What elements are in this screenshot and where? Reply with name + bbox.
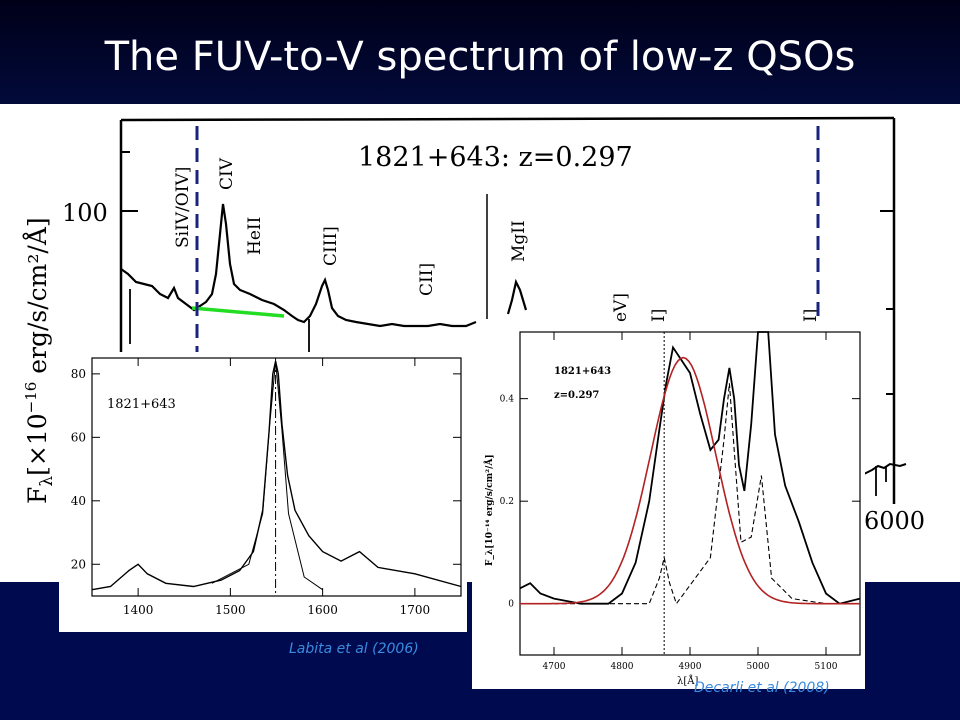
civ-ytick-label: 20 [71, 557, 86, 571]
hbeta-xtick-label: 4700 [543, 662, 566, 672]
hbeta-xtick-label: 5000 [747, 662, 770, 672]
civ-xtick-label: 1400 [123, 603, 154, 617]
civ-xtick-label: 1600 [307, 603, 338, 617]
hbeta-ytick-label: 0.2 [500, 497, 514, 507]
hbeta-object-label: 1821+643 [554, 366, 611, 377]
civ-xtick-label: 1500 [215, 603, 246, 617]
civ-ytick-label: 60 [71, 430, 86, 444]
hbeta-gaussian-fit-line [520, 356, 860, 605]
line-label-i-1: I] [649, 309, 669, 322]
hbeta-xtick-label: 4900 [679, 662, 702, 672]
main-spectrum-chart: 100 6000 Fλ[×10−16 erg/s/cm²/Å] 1821+643… [22, 116, 925, 582]
hbeta-y-axis-label: F_λ[10⁻¹⁴ erg/s/cm²/Å] [483, 454, 495, 566]
main-chart-title: 1821+643: z=0.297 [358, 142, 633, 173]
line-label-i-2: I] [801, 309, 821, 322]
hbeta-inset-chart: 4700 4800 4900 5000 5100 0 0.2 0.4 1821+643 z=0… [483, 331, 861, 687]
line-label-siiv: SiIV/OIV] [173, 167, 193, 248]
hbeta-x-axis-label: λ[Å] [677, 675, 698, 687]
hbeta-residual-line [554, 383, 827, 605]
line-label-ciii: CIII] [321, 226, 341, 266]
civ-model-line [211, 361, 323, 591]
slide-title: The FUV-to-V spectrum of low-z QSOs [104, 34, 856, 80]
title-bar: The FUV-to-V spectrum of low-z QSOs [0, 0, 960, 104]
hbeta-ytick-label: 0.4 [500, 395, 515, 405]
civ-inset-chart: 1400 1500 1600 1700 20 40 60 80 1821+643 [71, 357, 462, 617]
main-ytick-label: 100 [62, 199, 108, 227]
hbeta-xtick-label: 5100 [815, 662, 838, 672]
hbeta-ytick-label: 0 [508, 600, 514, 610]
hbeta-inset-panel: 4700 4800 4900 5000 5100 0 0.2 0.4 1821+643 z=0… [472, 326, 865, 689]
civ-plot-frame [91, 357, 462, 597]
citation-decarli: Decarli et al (2008) [694, 680, 830, 696]
civ-inset-panel: 1400 1500 1600 1700 20 40 60 80 1821+643 [59, 352, 467, 632]
main-spectrum-line [120, 203, 477, 328]
main-frame-top [120, 116, 895, 122]
main-spectrum-right [863, 462, 907, 475]
civ-xtick-label: 1700 [400, 603, 431, 617]
civ-ytick-label: 80 [71, 367, 86, 381]
line-label-civ: CIV [217, 157, 237, 190]
civ-object-label: 1821+643 [107, 397, 176, 412]
line-label-heii: HeII [245, 217, 265, 255]
main-y-axis-label: Fλ[×10−16 erg/s/cm²/Å] [22, 217, 57, 504]
citation-labita: Labita et al (2006) [289, 641, 419, 657]
continuum-fit-line [191, 306, 285, 318]
hbeta-xtick-label: 4800 [611, 662, 634, 672]
line-label-mgii: MgII [509, 220, 529, 262]
mgii-peak-line [506, 278, 528, 315]
civ-ytick-label: 40 [71, 494, 86, 508]
hbeta-spectrum-line [519, 331, 861, 605]
hbeta-redshift-label: z=0.297 [554, 390, 599, 401]
line-label-cii: CII] [417, 263, 437, 296]
line-label-ev: eV] [611, 293, 631, 322]
main-xtick-label: 6000 [864, 507, 925, 535]
civ-spectrum-line [91, 361, 462, 591]
hbeta-plot-frame [519, 331, 861, 656]
